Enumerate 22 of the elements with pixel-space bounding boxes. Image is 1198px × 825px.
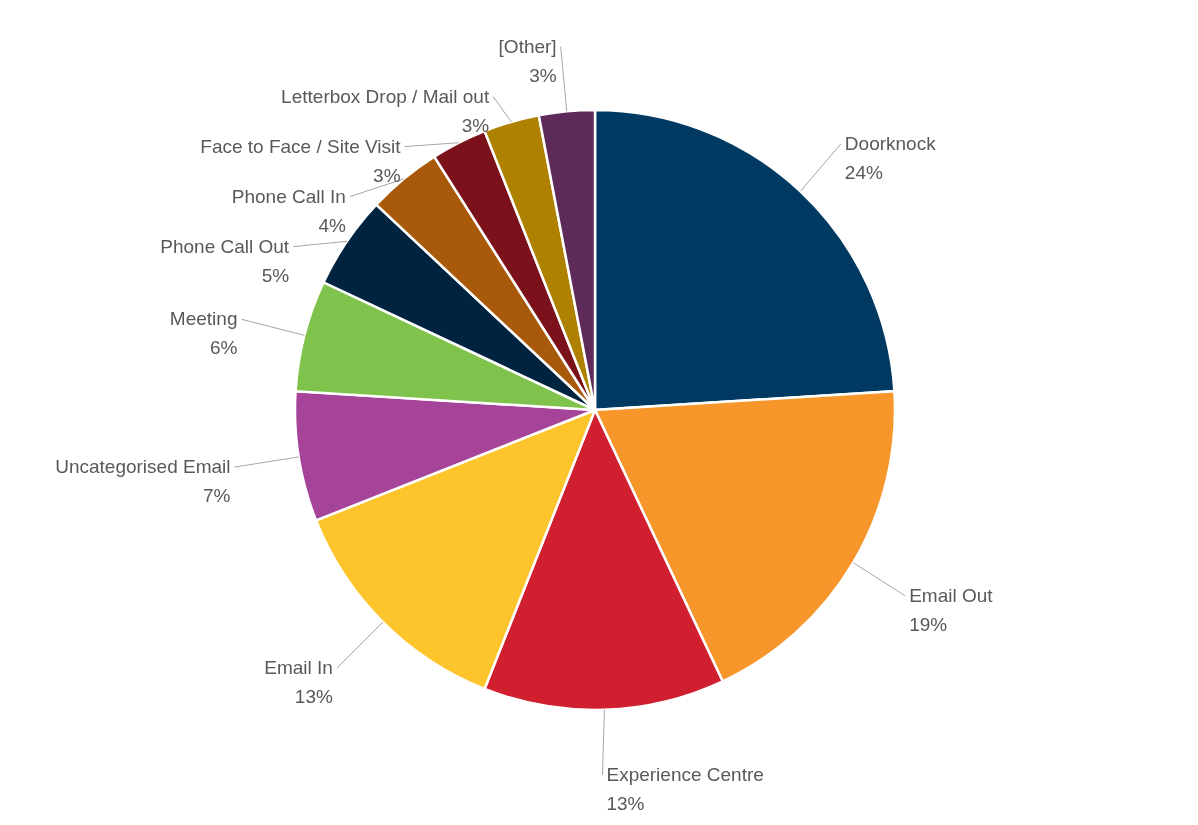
- slice-label: Email In: [264, 657, 333, 679]
- data-label: 19%: [909, 613, 948, 635]
- data-label: 3%: [373, 164, 401, 186]
- slice-label: Meeting: [169, 308, 238, 330]
- data-label: 6%: [210, 337, 238, 359]
- slice-label: Phone Call In: [231, 185, 346, 207]
- data-label: 4%: [318, 214, 346, 236]
- slice-label: Phone Call Out: [160, 235, 290, 257]
- data-label: 3%: [529, 64, 557, 86]
- data-label: 13%: [294, 686, 334, 708]
- data-label: 13%: [606, 792, 645, 814]
- data-label: 5%: [261, 264, 290, 286]
- data-label: 3%: [461, 114, 490, 136]
- data-label: 7%: [203, 485, 231, 507]
- slice-label: Letterbox Drop / Mail out: [281, 85, 490, 107]
- slice-label: Doorknock: [844, 132, 937, 154]
- slice-label: Email Out: [909, 584, 994, 606]
- slice-label: Uncategorised Email: [55, 456, 231, 478]
- data-label: 24%: [844, 161, 883, 183]
- slice-label: [Other]: [498, 35, 557, 57]
- slice-label: Experience Centre: [606, 763, 764, 785]
- slice-label: Face to Face / Site Visit: [200, 135, 402, 157]
